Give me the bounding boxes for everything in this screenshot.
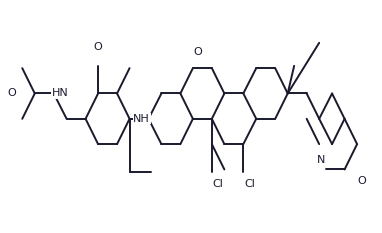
Text: Cl: Cl <box>244 179 255 189</box>
Text: Cl: Cl <box>213 179 224 189</box>
Text: O: O <box>8 89 16 99</box>
Text: O: O <box>94 42 102 52</box>
Text: HN: HN <box>52 89 68 99</box>
Text: NH: NH <box>133 114 150 124</box>
Text: O: O <box>357 176 366 186</box>
Text: N: N <box>317 155 325 165</box>
Text: O: O <box>193 47 202 57</box>
